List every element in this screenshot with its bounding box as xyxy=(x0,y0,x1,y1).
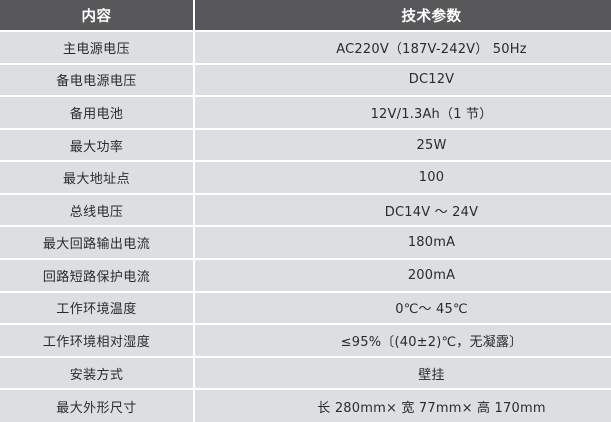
column-header-content: 内容 xyxy=(0,0,195,32)
table-row: 最大功率 25W xyxy=(0,128,611,163)
row-value: 100 xyxy=(194,161,611,195)
row-value-text: 200mA xyxy=(407,267,456,283)
row-label: 主电源电压 xyxy=(0,31,195,65)
row-value-text: 长 280mm× 宽 77mm× 高 170mm xyxy=(317,400,546,416)
table-row: 工作环境温度 0℃～ 45℃ xyxy=(0,291,611,326)
table-row: 备用电池 12V/1.3Ah（1 节） xyxy=(0,96,611,130)
table-row: 安装方式 壁挂 xyxy=(0,356,611,391)
table-row: 总线电压 DC14V ～ 24V xyxy=(0,193,611,228)
table-row: 回路短路保护电流 200mA xyxy=(0,259,611,293)
row-label: 工作环境温度 xyxy=(0,291,195,326)
table-body: 主电源电压 AC220V（187V-242V） 50Hz 备电电源电压 DC12… xyxy=(0,31,611,422)
row-label: 工作环境相对湿度 xyxy=(0,324,195,358)
row-value: 180mA xyxy=(194,226,611,261)
table-header: 内容 技术参数 xyxy=(0,0,611,32)
column-header-technical-parameters-text: 技术参数 xyxy=(401,8,462,25)
table-row: 主电源电压 AC220V（187V-242V） 50Hz xyxy=(0,31,611,65)
row-value: DC12V xyxy=(194,63,611,98)
row-label: 最大外形尺寸 xyxy=(0,389,195,422)
row-label: 最大回路输出电流 xyxy=(0,226,195,261)
row-value-text: DC14V ～ 24V xyxy=(384,204,479,220)
row-label: 回路短路保护电流 xyxy=(0,259,195,293)
row-value-text: 12V/1.3Ah（1 节） xyxy=(370,106,493,122)
column-header-technical-parameters: 技术参数 xyxy=(194,0,611,32)
row-value: 25W xyxy=(194,128,611,163)
table-row: 最大地址点 100 xyxy=(0,161,611,195)
row-label: 备用电池 xyxy=(0,96,195,130)
row-value: ≤95%〔(40±2)℃，无凝露〕 xyxy=(194,324,611,358)
row-label: 备电电源电压 xyxy=(0,63,195,98)
row-label: 最大功率 xyxy=(0,128,195,163)
row-value: 壁挂 xyxy=(194,356,611,391)
row-label: 安装方式 xyxy=(0,356,195,391)
row-value: AC220V（187V-242V） 50Hz xyxy=(194,31,611,65)
row-value-text: 壁挂 xyxy=(418,367,445,383)
header-row: 内容 技术参数 xyxy=(0,0,611,32)
row-value: 长 280mm× 宽 77mm× 高 170mm xyxy=(194,389,611,422)
row-value-text: 180mA xyxy=(407,235,456,251)
row-value: 12V/1.3Ah（1 节） xyxy=(194,96,611,130)
row-value-text: 100 xyxy=(418,170,445,186)
row-value: 0℃～ 45℃ xyxy=(194,291,611,326)
row-value-text: DC12V xyxy=(408,72,455,88)
row-value-text: 0℃～ 45℃ xyxy=(395,302,468,318)
table-row: 最大回路输出电流 180mA xyxy=(0,226,611,261)
row-value-text: ≤95%〔(40±2)℃，无凝露〕 xyxy=(340,334,523,350)
row-value-text: AC220V（187V-242V） 50Hz xyxy=(336,41,527,57)
row-label: 总线电压 xyxy=(0,193,195,228)
row-value: 200mA xyxy=(194,259,611,293)
table-row: 备电电源电压 DC12V xyxy=(0,63,611,98)
row-label: 最大地址点 xyxy=(0,161,195,195)
row-value: DC14V ～ 24V xyxy=(194,193,611,228)
row-value-text: 25W xyxy=(416,137,447,153)
table-row: 工作环境相对湿度 ≤95%〔(40±2)℃，无凝露〕 xyxy=(0,324,611,358)
table-row: 最大外形尺寸 长 280mm× 宽 77mm× 高 170mm xyxy=(0,389,611,422)
